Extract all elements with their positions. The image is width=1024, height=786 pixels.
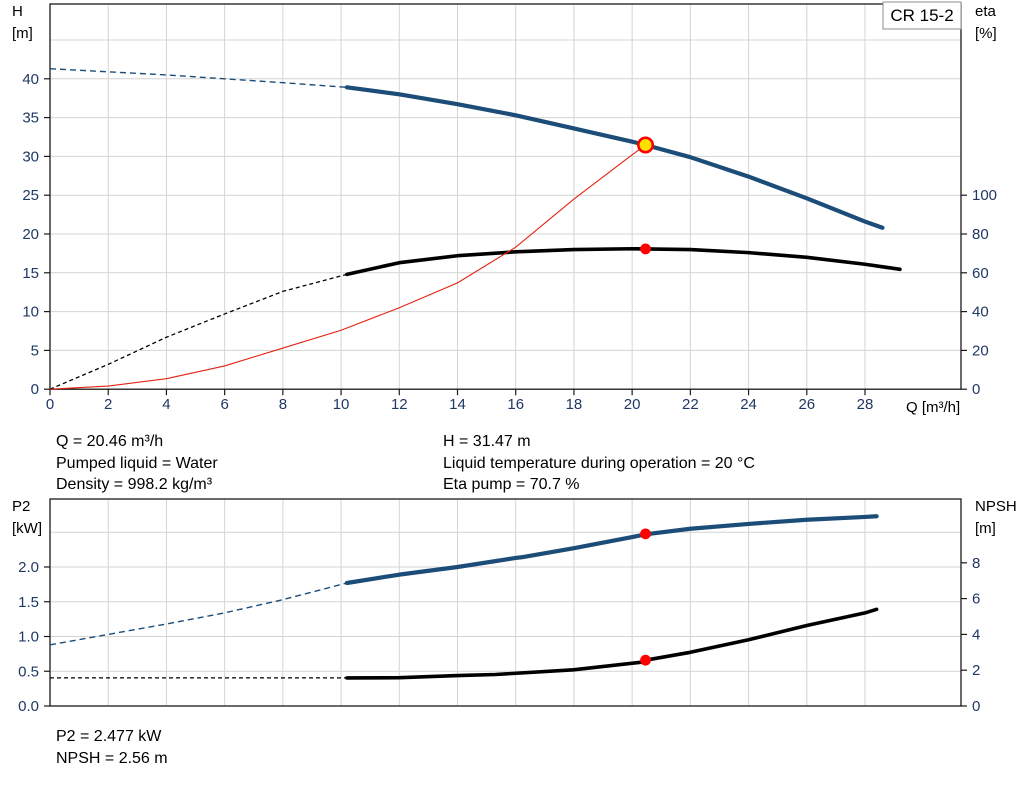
- svg-text:[kW]: [kW]: [12, 520, 42, 537]
- svg-text:14: 14: [449, 396, 466, 413]
- svg-text:22: 22: [682, 396, 699, 413]
- svg-text:18: 18: [566, 396, 583, 413]
- svg-text:CR 15-2: CR 15-2: [890, 6, 953, 25]
- svg-text:Q = 20.46 m³/h: Q = 20.46 m³/h: [56, 433, 163, 450]
- svg-text:NPSH = 2.56 m: NPSH = 2.56 m: [56, 750, 168, 767]
- svg-text:0: 0: [31, 381, 39, 398]
- svg-text:60: 60: [972, 265, 989, 282]
- svg-text:5: 5: [31, 342, 39, 359]
- svg-text:28: 28: [857, 396, 874, 413]
- svg-text:NPSH: NPSH: [975, 498, 1017, 515]
- svg-text:0: 0: [972, 698, 980, 715]
- svg-text:12: 12: [391, 396, 408, 413]
- svg-text:40: 40: [22, 71, 39, 88]
- svg-text:10: 10: [333, 396, 350, 413]
- svg-text:eta: eta: [975, 3, 997, 20]
- svg-text:0: 0: [46, 396, 54, 413]
- svg-text:6: 6: [220, 396, 228, 413]
- svg-text:0: 0: [972, 381, 980, 398]
- svg-text:16: 16: [507, 396, 524, 413]
- svg-text:Q [m³/h]: Q [m³/h]: [906, 399, 960, 416]
- svg-text:35: 35: [22, 110, 39, 127]
- svg-text:20: 20: [972, 342, 989, 359]
- svg-text:15: 15: [22, 265, 39, 282]
- svg-text:4: 4: [972, 626, 980, 643]
- svg-text:Density = 998.2 kg/m³: Density = 998.2 kg/m³: [56, 476, 213, 493]
- svg-text:2: 2: [104, 396, 112, 413]
- svg-text:30: 30: [22, 148, 39, 165]
- svg-text:1.5: 1.5: [18, 594, 39, 611]
- svg-text:26: 26: [798, 396, 815, 413]
- svg-text:P2 = 2.477 kW: P2 = 2.477 kW: [56, 728, 162, 745]
- svg-text:24: 24: [740, 396, 757, 413]
- svg-text:25: 25: [22, 187, 39, 204]
- svg-text:6: 6: [972, 591, 980, 608]
- svg-text:20: 20: [22, 226, 39, 243]
- svg-text:2.0: 2.0: [18, 559, 39, 576]
- svg-text:20: 20: [624, 396, 641, 413]
- svg-text:0.5: 0.5: [18, 663, 39, 680]
- svg-text:Eta pump = 70.7 %: Eta pump = 70.7 %: [443, 476, 580, 493]
- svg-text:80: 80: [972, 226, 989, 243]
- svg-text:10: 10: [22, 304, 39, 321]
- svg-text:4: 4: [162, 396, 170, 413]
- svg-text:[%]: [%]: [975, 25, 997, 42]
- svg-text:H: H: [12, 3, 23, 20]
- svg-text:Pumped liquid = Water: Pumped liquid = Water: [56, 455, 218, 472]
- svg-text:2: 2: [972, 662, 980, 679]
- svg-text:40: 40: [972, 304, 989, 321]
- svg-text:8: 8: [972, 555, 980, 572]
- svg-text:1.0: 1.0: [18, 629, 39, 646]
- svg-text:[m]: [m]: [975, 520, 996, 537]
- svg-text:H = 31.47 m: H = 31.47 m: [443, 433, 531, 450]
- svg-text:Liquid temperature during oper: Liquid temperature during operation = 20…: [443, 455, 755, 472]
- svg-text:P2: P2: [12, 498, 30, 515]
- svg-text:100: 100: [972, 187, 997, 204]
- svg-text:0.0: 0.0: [18, 698, 39, 715]
- svg-text:[m]: [m]: [12, 25, 33, 42]
- svg-text:8: 8: [279, 396, 287, 413]
